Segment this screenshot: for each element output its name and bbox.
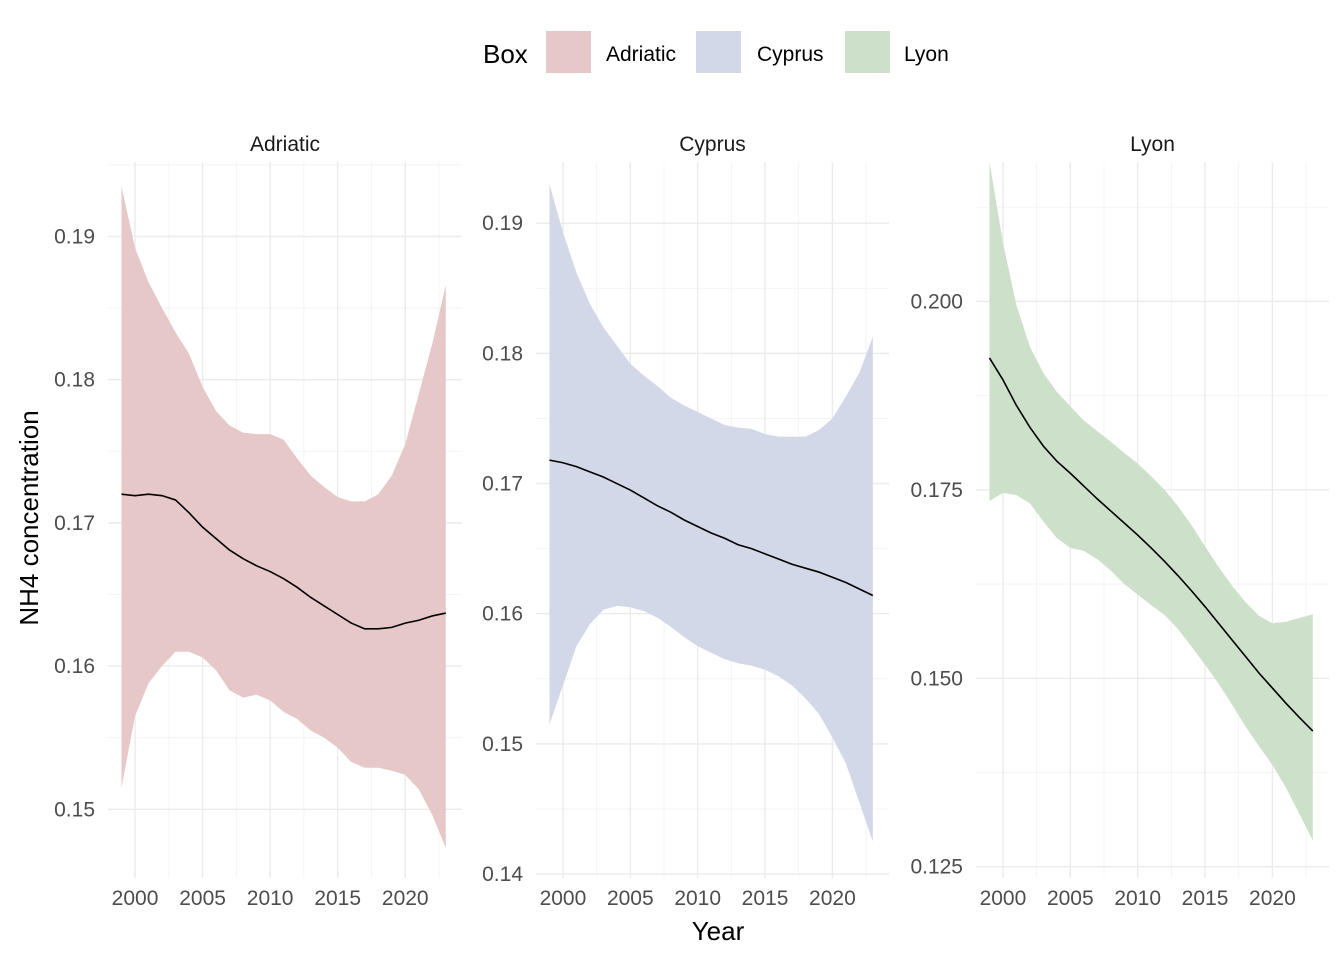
trend-line-adriatic: [121, 493, 446, 630]
x-tick-label: 2015: [1182, 887, 1229, 910]
y-tick-label: 0.175: [910, 479, 963, 502]
y-tick-label: 0.18: [482, 342, 523, 365]
y-tick-label: 0.16: [482, 603, 523, 626]
y-tick-label: 0.15: [54, 798, 95, 821]
x-tick-label: 2005: [179, 887, 226, 910]
confidence-ribbon-lyon: [989, 162, 1313, 841]
facet-label-cyprus: Cyprus: [679, 133, 746, 156]
panel-cyprus: Cyprus 2000 2005 2010 2015 2020 0.14 0.15 0.16 0.…: [482, 133, 889, 910]
y-tick-label: 0.19: [482, 212, 523, 235]
panel-adriatic: Adriatic 2000 2005 2010 2015 2020 0.15 0.16 0.17…: [54, 133, 462, 910]
panel-lyon: Lyon 2000 2005 2010 2015 2020 0.125 0.150 0.175 0…: [910, 133, 1329, 910]
legend-label-adriatic: Adriatic: [606, 43, 676, 66]
y-tick-label: 0.200: [910, 290, 963, 313]
x-tick-label: 2010: [247, 887, 294, 910]
y-axis-title: NH4 concentration: [14, 410, 44, 625]
legend-label-cyprus: Cyprus: [757, 43, 824, 66]
x-tick-label: 2015: [742, 887, 789, 910]
y-tick-label: 0.15: [482, 733, 523, 756]
legend-key-cyprus: [696, 31, 741, 73]
legend-key-adriatic: [546, 31, 591, 73]
confidence-ribbon-adriatic: [121, 186, 446, 848]
facet-label-adriatic: Adriatic: [250, 133, 320, 156]
y-tick-label: 0.17: [482, 473, 523, 496]
x-tick-label: 2005: [607, 887, 654, 910]
legend-title: Box: [483, 39, 528, 69]
x-tick-label: 2005: [1047, 887, 1094, 910]
y-tick-label: 0.14: [482, 863, 523, 886]
y-tick-label: 0.150: [910, 667, 963, 690]
y-tick-label: 0.17: [54, 512, 95, 535]
x-tick-label: 2000: [112, 887, 159, 910]
x-tick-label: 2020: [809, 887, 856, 910]
x-axis-title: Year: [692, 916, 745, 946]
y-tick-label: 0.19: [54, 225, 95, 248]
y-tick-label: 0.16: [54, 655, 95, 678]
trend-line-cyprus: [549, 459, 874, 597]
x-tick-label: 2000: [980, 887, 1027, 910]
x-tick-label: 2020: [1249, 887, 1296, 910]
x-tick-label: 2000: [540, 887, 587, 910]
legend-label-lyon: Lyon: [904, 43, 949, 66]
y-tick-label: 0.18: [54, 369, 95, 392]
trend-line-lyon: [988, 357, 1314, 732]
x-tick-label: 2020: [382, 887, 429, 910]
y-tick-label: 0.125: [910, 856, 963, 879]
x-tick-label: 2010: [1114, 887, 1161, 910]
legend: Box Adriatic Cyprus Lyon: [483, 31, 949, 73]
legend-key-lyon: [845, 31, 890, 73]
x-tick-label: 2010: [674, 887, 721, 910]
facet-label-lyon: Lyon: [1130, 133, 1175, 156]
confidence-ribbon-cyprus: [549, 184, 873, 842]
x-tick-label: 2015: [314, 887, 361, 910]
